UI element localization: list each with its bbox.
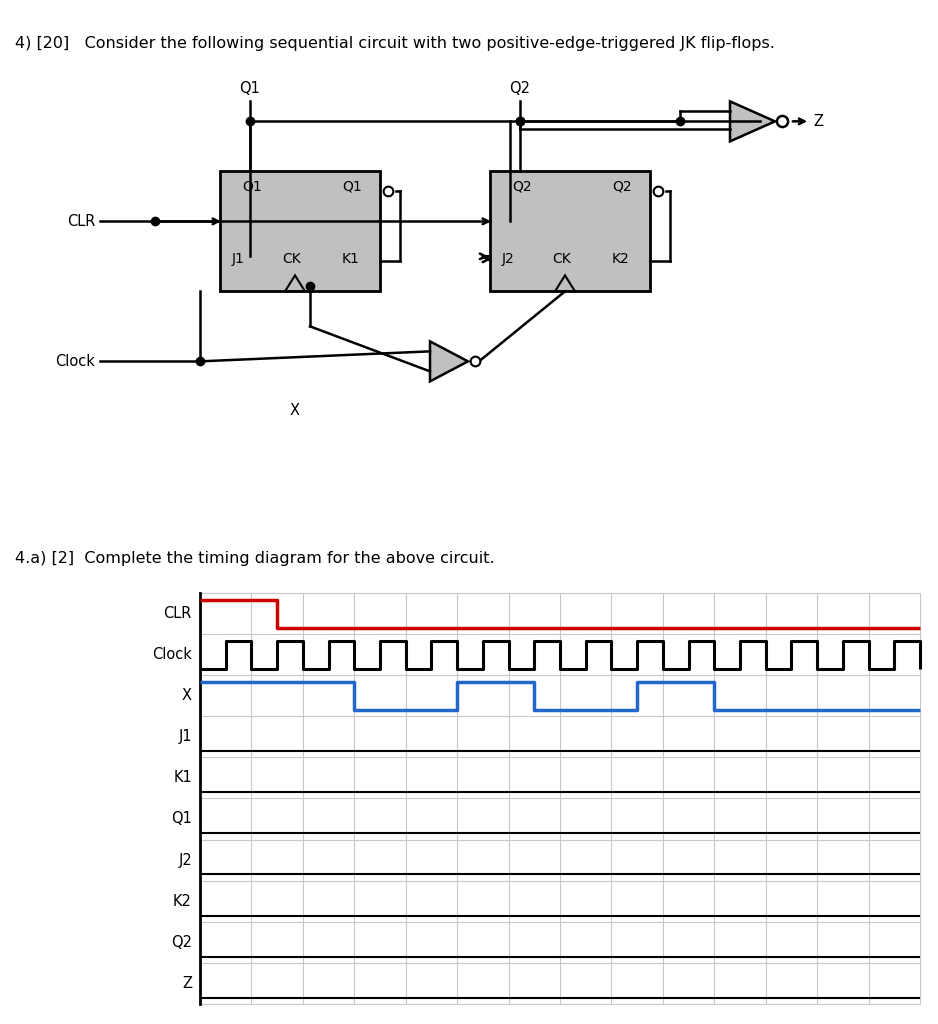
Text: Z: Z [813,114,823,129]
Text: Q2: Q2 [171,935,192,950]
Text: Q2: Q2 [612,179,631,194]
Text: 4) [20]   Consider the following sequential circuit with two positive-edge-trigg: 4) [20] Consider the following sequentia… [15,37,775,51]
Text: J1: J1 [232,252,245,266]
Text: 4.a) [2]  Complete the timing diagram for the above circuit.: 4.a) [2] Complete the timing diagram for… [15,551,494,565]
Text: K1: K1 [174,770,192,785]
Text: CLR: CLR [163,606,192,621]
Text: Q1: Q1 [242,179,262,194]
Text: K2: K2 [612,252,629,266]
Text: Q2: Q2 [512,179,532,194]
Text: Q2: Q2 [509,81,531,96]
Text: Q1: Q1 [342,179,362,194]
Bar [490,171,650,292]
Text: X: X [182,688,192,703]
Text: K2: K2 [174,894,192,908]
Text: CLR: CLR [67,214,95,228]
Polygon shape [730,101,775,141]
Polygon shape [430,341,468,381]
Text: CK: CK [282,252,301,266]
Text: X: X [290,403,300,419]
Text: Q1: Q1 [239,81,261,96]
Text: Clock: Clock [55,354,95,369]
Text: J1: J1 [178,729,192,744]
Text: J2: J2 [502,252,515,266]
Text: Q1: Q1 [171,811,192,826]
Bar [220,171,380,292]
Text: CK: CK [552,252,570,266]
Text: K1: K1 [342,252,360,266]
Text: Clock: Clock [152,647,192,663]
Text: J2: J2 [178,853,192,867]
Text: Z: Z [182,976,192,991]
